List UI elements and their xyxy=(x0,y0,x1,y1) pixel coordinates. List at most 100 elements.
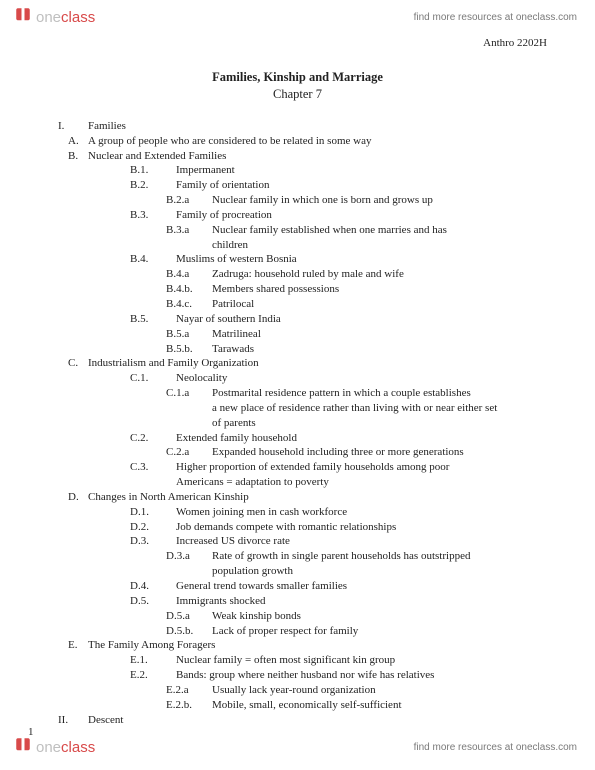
outline-item: D.3.aRate of growth in single parent hou… xyxy=(58,549,547,564)
outline-num: D.4. xyxy=(130,579,176,594)
outline-num: B.5.b. xyxy=(166,342,212,357)
outline-num: C.1.a xyxy=(166,386,212,401)
outline-text-cont: population growth xyxy=(58,564,547,579)
outline-text: Neolocality xyxy=(176,371,227,386)
outline-text-cont: a new place of residence rather than liv… xyxy=(58,401,547,416)
outline-num: B.4.a xyxy=(166,267,212,282)
brand-logo-bottom: oneclass xyxy=(14,736,95,760)
outline-text: Extended family household xyxy=(176,431,297,446)
outline-text: Changes in North American Kinship xyxy=(88,490,249,505)
roman-numeral: I. xyxy=(58,119,88,134)
outline-num: B.4.c. xyxy=(166,297,212,312)
outline-text: Members shared possessions xyxy=(212,282,339,297)
outline-item: B.3.Family of procreation xyxy=(58,208,547,223)
outline-item: B.2.aNuclear family in which one is born… xyxy=(58,193,547,208)
outline-item: E.1.Nuclear family = often most signific… xyxy=(58,653,547,668)
outline-text: The Family Among Foragers xyxy=(88,638,215,653)
outline-item: B.2.Family of orientation xyxy=(58,178,547,193)
outline-text: Rate of growth in single parent househol… xyxy=(212,549,470,564)
outline-text: Impermanent xyxy=(176,163,235,178)
book-icon xyxy=(14,6,32,30)
outline-item: C.3.Higher proportion of extended family… xyxy=(58,460,547,475)
outline-text: Matrilineal xyxy=(212,327,261,342)
page-title: Families, Kinship and Marriage Chapter 7 xyxy=(0,69,595,103)
outline-item: D.3.Increased US divorce rate xyxy=(58,534,547,549)
titleailleurs-line-2: Chapter 7 xyxy=(0,86,595,103)
outline-content: I. Families A.A group of people who are … xyxy=(0,103,595,728)
outline-num: D.5.b. xyxy=(166,624,212,639)
outline-item: B.5.aMatrilineal xyxy=(58,327,547,342)
outline-letter: D. xyxy=(68,490,88,505)
outline-text: Nuclear and Extended Families xyxy=(88,149,226,164)
outline-num: C.1. xyxy=(130,371,176,386)
resources-link-top[interactable]: find more resources at oneclass.com xyxy=(414,11,577,25)
outline-num: B.5. xyxy=(130,312,176,327)
outline-item: I. Families xyxy=(58,119,547,134)
outline-item: C.2.aExpanded household including three … xyxy=(58,445,547,460)
outline-item: A.A group of people who are considered t… xyxy=(58,134,547,149)
outline-item: C.1.aPostmarital residence pattern in wh… xyxy=(58,386,547,401)
outline-num: B.5.a xyxy=(166,327,212,342)
roman-numeral: II. xyxy=(58,713,88,728)
outline-item: B.3.aNuclear family established when one… xyxy=(58,223,547,238)
outline-item: D.4.General trend towards smaller famili… xyxy=(58,579,547,594)
outline-num: D.5.a xyxy=(166,609,212,624)
outline-text-cont: children xyxy=(58,238,547,253)
outline-num: C.2. xyxy=(130,431,176,446)
brand-class: class xyxy=(61,739,95,756)
outline-num: E.2.b. xyxy=(166,698,212,713)
outline-letter: B. xyxy=(68,149,88,164)
outline-text: Job demands compete with romantic relati… xyxy=(176,520,396,535)
outline-text: Women joining men in cash workforce xyxy=(176,505,347,520)
outline-num: E.2. xyxy=(130,668,176,683)
outline-letter: C. xyxy=(68,356,88,371)
outline-text: Usually lack year-round organization xyxy=(212,683,376,698)
outline-item: D.1.Women joining men in cash workforce xyxy=(58,505,547,520)
outline-num: D.3.a xyxy=(166,549,212,564)
brand-logo: oneclass xyxy=(14,6,95,30)
outline-item: D.5.Immigrants shocked xyxy=(58,594,547,609)
outline-item: E.2.aUsually lack year-round organizatio… xyxy=(58,683,547,698)
outline-letter: A. xyxy=(68,134,88,149)
outline-text: Immigrants shocked xyxy=(176,594,266,609)
brand-text: oneclass xyxy=(36,738,95,758)
outline-text: Industrialism and Family Organization xyxy=(88,356,259,371)
outline-item: B.4.aZadruga: household ruled by male an… xyxy=(58,267,547,282)
outline-item: B.4.c.Patrilocal xyxy=(58,297,547,312)
outline-item: D.Changes in North American Kinship xyxy=(58,490,547,505)
outline-item: II. Descent xyxy=(58,713,547,728)
outline-num: B.3.a xyxy=(166,223,212,238)
outline-num: E.2.a xyxy=(166,683,212,698)
outline-num: D.3. xyxy=(130,534,176,549)
outline-num: B.4. xyxy=(130,252,176,267)
outline-num: B.2. xyxy=(130,178,176,193)
outline-text: A group of people who are considered to … xyxy=(88,134,371,149)
outline-num: D.2. xyxy=(130,520,176,535)
book-icon xyxy=(14,736,32,760)
outline-num: E.1. xyxy=(130,653,176,668)
outline-item: D.5.b.Lack of proper respect for family xyxy=(58,624,547,639)
outline-text: Bands: group where neither husband nor w… xyxy=(176,668,434,683)
outline-text: Expanded household including three or mo… xyxy=(212,445,464,460)
outline-text: Nuclear family = often most significant … xyxy=(176,653,395,668)
outline-item: B.1.Impermanent xyxy=(58,163,547,178)
outline-item: B.4.Muslims of western Bosnia xyxy=(58,252,547,267)
outline-num: B.4.b. xyxy=(166,282,212,297)
outline-text: Lack of proper respect for family xyxy=(212,624,358,639)
outline-num: C.3. xyxy=(130,460,176,475)
outline-item: E.2.Bands: group where neither husband n… xyxy=(58,668,547,683)
bottom-bar: oneclass find more resources at oneclass… xyxy=(0,730,595,764)
outline-text: Mobile, small, economically self-suffici… xyxy=(212,698,402,713)
brand-class: class xyxy=(61,9,95,26)
brand-text: oneclass xyxy=(36,8,95,28)
course-code: Anthro 2202H xyxy=(0,34,595,51)
outline-text: Muslims of western Bosnia xyxy=(176,252,297,267)
outline-text: Nuclear family established when one marr… xyxy=(212,223,447,238)
outline-text: Zadruga: household ruled by male and wif… xyxy=(212,267,404,282)
brand-one: one xyxy=(36,9,61,26)
resources-link-bottom[interactable]: find more resources at oneclass.com xyxy=(414,741,577,755)
outline-item: B.4.b.Members shared possessions xyxy=(58,282,547,297)
outline-num: D.1. xyxy=(130,505,176,520)
outline-text: Nayar of southern India xyxy=(176,312,281,327)
outline-text: Postmarital residence pattern in which a… xyxy=(212,386,471,401)
